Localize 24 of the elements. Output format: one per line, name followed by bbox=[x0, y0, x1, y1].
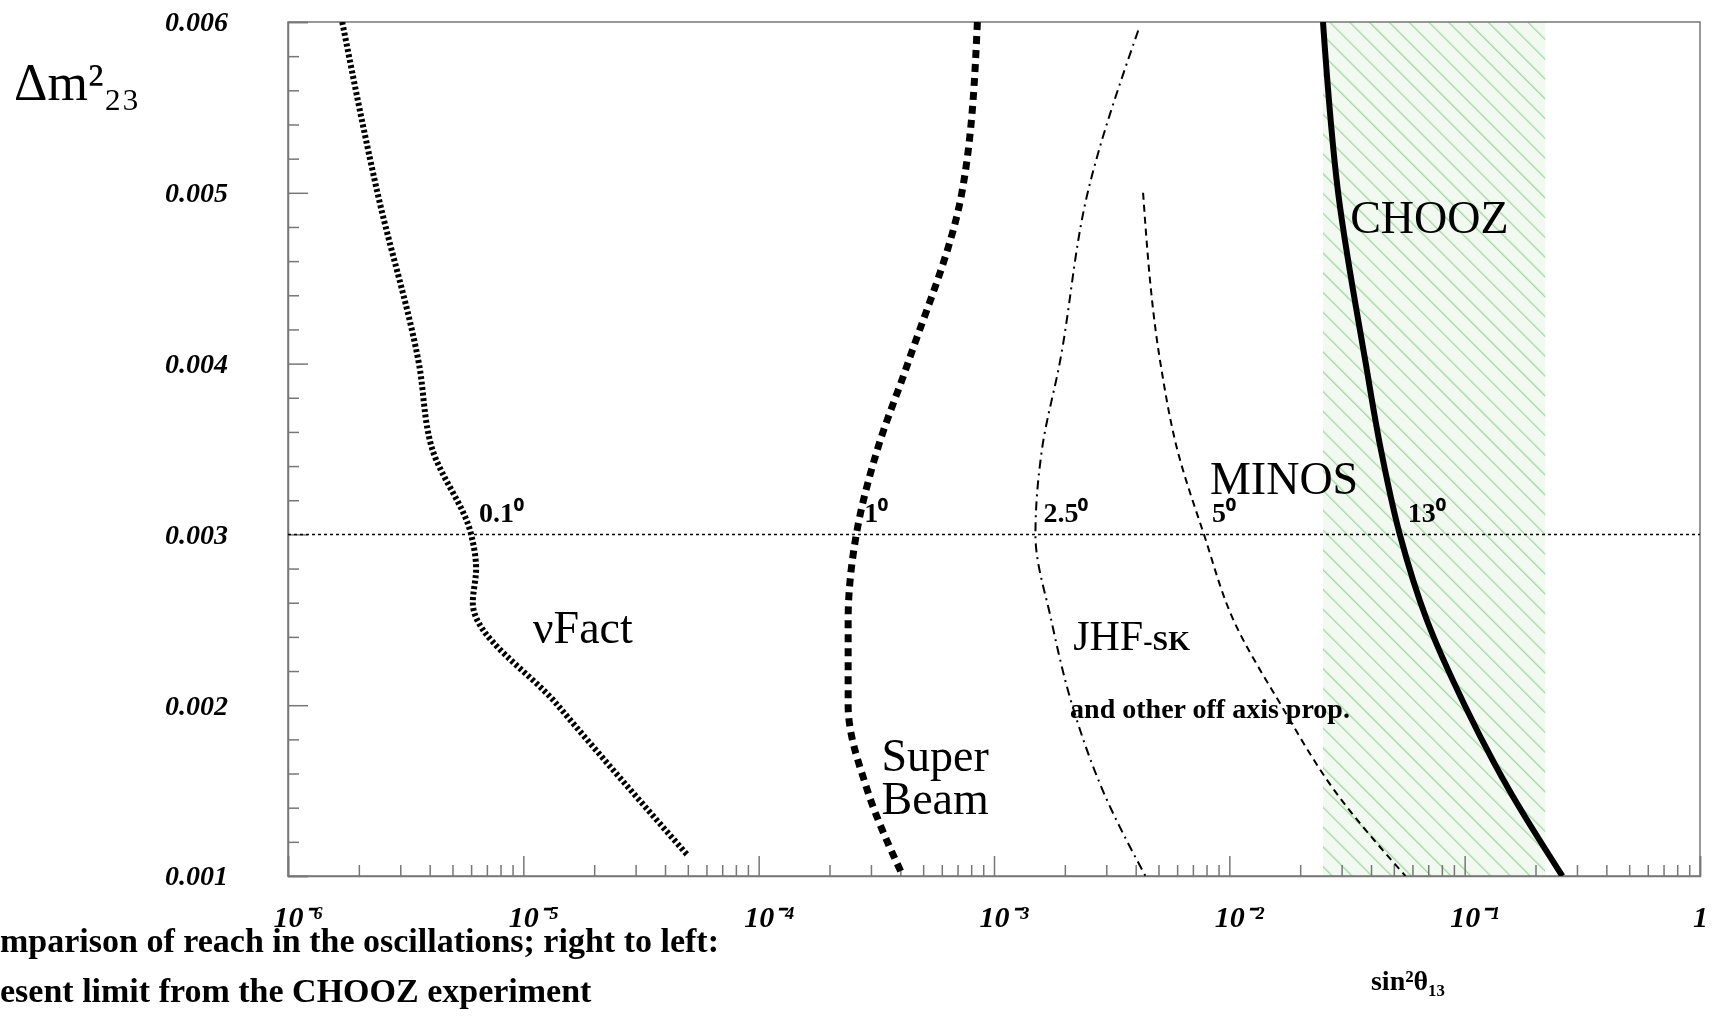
x-tick-label: 10⁻¹ bbox=[1450, 900, 1500, 934]
x-tick-label: 10⁻³ bbox=[979, 900, 1030, 934]
y-tick-label: 0.002 bbox=[165, 689, 228, 721]
x-tick-label: 1 bbox=[1693, 900, 1708, 934]
annotation: and other off axis prop. bbox=[1070, 693, 1350, 724]
series-label: JHF-SK bbox=[1073, 612, 1191, 659]
x-tick-label: 10⁻² bbox=[1214, 900, 1265, 934]
x-tick-label: 10⁻⁴ bbox=[744, 900, 795, 934]
y-tick-label: 0.006 bbox=[165, 6, 228, 38]
y-axis-title: Δm²₂₃ bbox=[14, 54, 140, 111]
text: esent limit from the CHOOZ experiment bbox=[0, 972, 593, 1009]
x-axis-title: sin²θ₁₃ bbox=[1370, 965, 1446, 996]
annotation: 0.1⁰ bbox=[479, 497, 525, 529]
annotation: 2.5⁰ bbox=[1043, 497, 1089, 529]
series-label: Super Beam bbox=[881, 729, 989, 825]
annotation: 1⁰ bbox=[864, 497, 889, 529]
series-label: νFact bbox=[532, 601, 634, 653]
series-label: CHOOZ bbox=[1350, 191, 1509, 243]
annotation: 13⁰ bbox=[1407, 497, 1446, 529]
y-tick-label: 0.001 bbox=[165, 860, 228, 892]
y-tick-label: 0.003 bbox=[165, 518, 228, 550]
y-tick-label: 0.005 bbox=[165, 177, 228, 209]
y-tick-label: 0.004 bbox=[165, 348, 228, 380]
x-tick-label: 10⁻⁵ bbox=[508, 900, 560, 934]
